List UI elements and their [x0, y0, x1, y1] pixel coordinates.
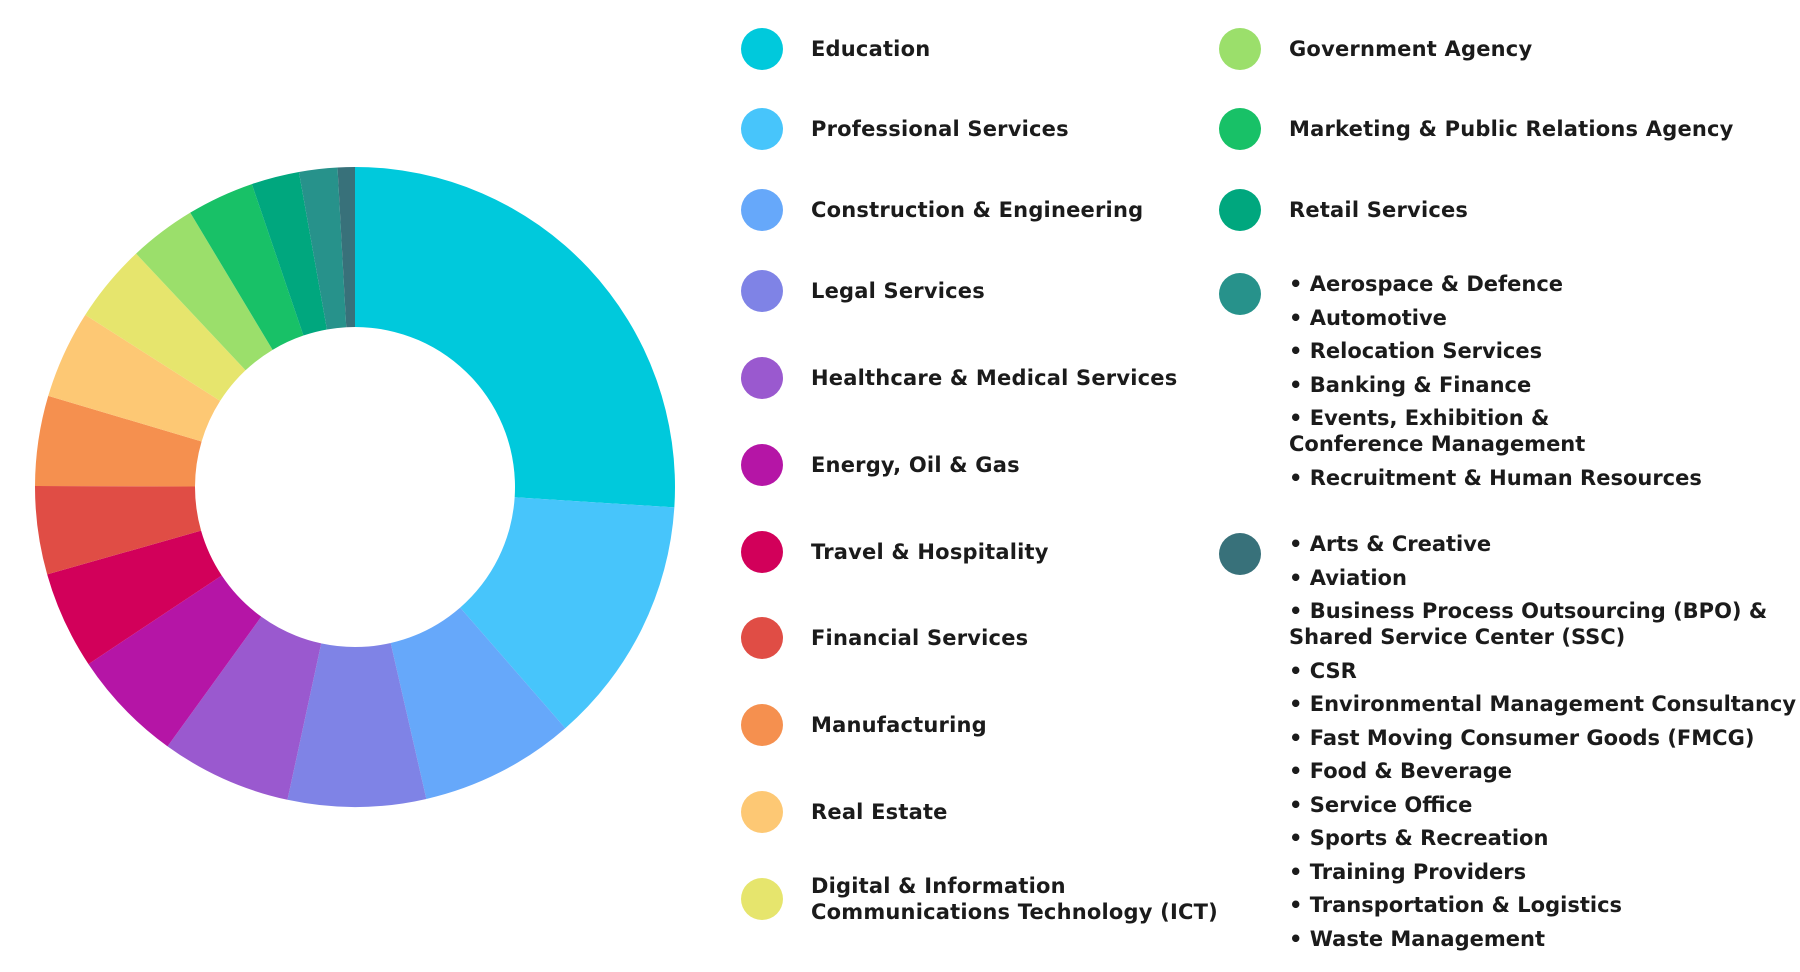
donut-slice-13 — [251, 171, 327, 336]
legend-group-other-2: • Arts & Creative • Aviation • Business … — [1219, 531, 1796, 959]
donut-slice-10 — [85, 253, 246, 401]
list-item: • Business Process Outsourcing (BPO) & S… — [1289, 599, 1768, 649]
list-item: • Food & Beverage — [1289, 759, 1513, 783]
legend-swatch — [1219, 533, 1261, 575]
legend-label: Legal Services — [811, 279, 985, 303]
list-item: • Arts & Creative — [1289, 532, 1492, 556]
legend-swatch — [741, 28, 783, 70]
legend-swatch — [1219, 108, 1261, 150]
legend-label: Construction & Engineering — [811, 198, 1144, 222]
donut-slice-2 — [390, 607, 566, 799]
legend-item-retail-services: Retail Services — [1219, 189, 1468, 231]
legend-swatch — [741, 357, 783, 399]
legend-swatch — [741, 878, 783, 920]
donut-slice-8 — [35, 395, 202, 487]
donut-slice-6 — [47, 530, 222, 665]
legend-item-healthcare: Healthcare & Medical Services — [741, 357, 1177, 399]
donut-slice-1 — [460, 497, 675, 729]
legend-label: Energy, Oil & Gas — [811, 453, 1020, 477]
donut-slice-9 — [48, 314, 221, 442]
list-item: • CSR — [1289, 658, 1357, 683]
legend-swatch — [1219, 28, 1261, 70]
donut-slice-5 — [88, 575, 262, 747]
donut-slice-11 — [136, 212, 273, 371]
legend-swatch — [741, 704, 783, 746]
legend-item-professional-services: Professional Services — [741, 108, 1069, 150]
legend-label: Manufacturing — [811, 713, 987, 737]
legend-label: Travel & Hospitality — [811, 540, 1049, 564]
legend-item-energy: Energy, Oil & Gas — [741, 444, 1020, 486]
donut-chart — [35, 167, 675, 807]
legend-swatch — [741, 270, 783, 312]
donut-slice-4 — [167, 616, 322, 800]
legend-label: Professional Services — [811, 117, 1069, 141]
legend-label: Real Estate — [811, 800, 948, 824]
legend-group-other-1: • Aerospace & Defence • Automotive • Rel… — [1219, 271, 1702, 498]
donut-slice-0 — [355, 167, 675, 508]
list-item: • Aerospace & Defence — [1289, 272, 1564, 296]
legend-label: Digital & Information Communications Tec… — [811, 874, 1218, 924]
legend-swatch — [1219, 189, 1261, 231]
legend-label: Government Agency — [1289, 37, 1533, 61]
legend-item-education: Education — [741, 28, 930, 70]
list-item: • Training Providers — [1289, 859, 1527, 884]
legend-item-marketing-pr: Marketing & Public Relations Agency — [1219, 108, 1734, 150]
list-item: • Service Office — [1289, 792, 1473, 817]
legend-swatch — [741, 189, 783, 231]
donut-slice-3 — [287, 642, 427, 807]
legend-label: Retail Services — [1289, 198, 1469, 222]
legend-item-ict: Digital & Information Communications Tec… — [741, 873, 1218, 925]
legend-group-list: • Aerospace & Defence • Automotive • Rel… — [1289, 271, 1702, 498]
legend-label: Healthcare & Medical Services — [811, 366, 1178, 390]
list-item: • Relocation Services — [1289, 339, 1543, 363]
list-item: • Events, Exhibition & Conference Manage… — [1289, 406, 1586, 456]
list-item: • Environmental Management Consultancy — [1289, 692, 1797, 716]
donut-slice-14 — [298, 167, 347, 330]
list-item: • Waste Management — [1289, 926, 1545, 951]
legend-swatch — [1219, 273, 1261, 315]
list-item: • Aviation — [1289, 565, 1407, 590]
legend-swatch — [741, 617, 783, 659]
legend-item-construction-engineering: Construction & Engineering — [741, 189, 1143, 231]
list-item: • Fast Moving Consumer Goods (FMCG) — [1289, 725, 1755, 750]
legend-item-manufacturing: Manufacturing — [741, 704, 987, 746]
list-item: • Banking & Finance — [1289, 372, 1532, 397]
list-item: • Sports & Recreation — [1289, 826, 1549, 850]
legend-label: Marketing & Public Relations Agency — [1289, 117, 1734, 141]
list-item: • Recruitment & Human Resources — [1289, 465, 1702, 490]
legend-swatch — [741, 531, 783, 573]
donut-slice-7 — [35, 486, 202, 575]
legend-item-travel: Travel & Hospitality — [741, 531, 1049, 573]
legend-swatch — [741, 791, 783, 833]
legend-item-real-estate: Real Estate — [741, 791, 948, 833]
legend-item-legal-services: Legal Services — [741, 270, 985, 312]
legend-label: Education — [811, 37, 931, 61]
legend-swatch — [741, 444, 783, 486]
legend-item-government-agency: Government Agency — [1219, 28, 1532, 70]
legend-swatch — [741, 108, 783, 150]
legend-item-financial-services: Financial Services — [741, 617, 1028, 659]
list-item: • Transportation & Logistics — [1289, 893, 1623, 917]
list-item: • Automotive — [1289, 305, 1447, 330]
donut-slice-12 — [190, 184, 304, 350]
donut-slice-15 — [337, 167, 355, 328]
legend-label: Financial Services — [811, 626, 1029, 650]
legend-group-list: • Arts & Creative • Aviation • Business … — [1289, 531, 1796, 959]
